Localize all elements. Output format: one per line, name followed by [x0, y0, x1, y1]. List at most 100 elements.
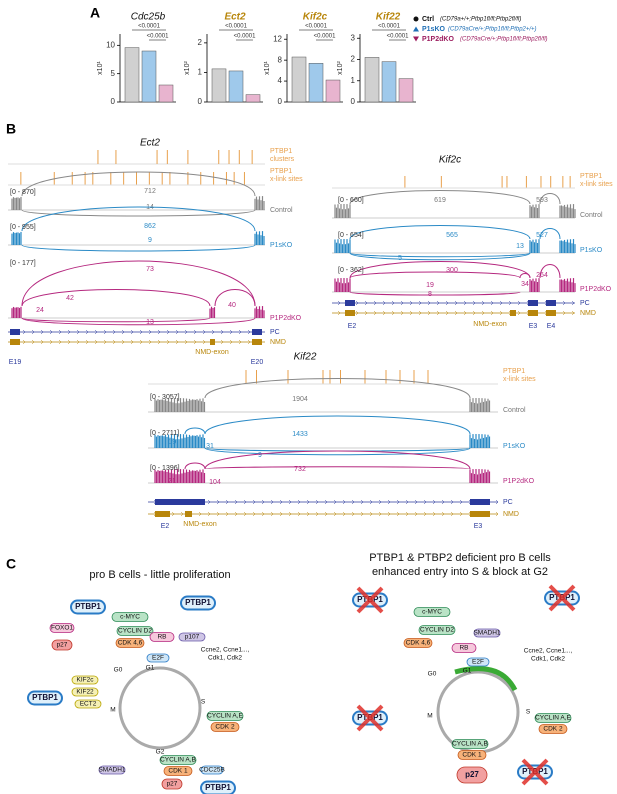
strand	[495, 511, 499, 517]
strand	[288, 499, 292, 505]
strand	[220, 339, 224, 345]
label: Ctrl	[422, 16, 434, 23]
strand	[148, 329, 152, 335]
strand	[184, 329, 188, 335]
label: Kif2c	[439, 155, 461, 166]
exon	[10, 329, 20, 335]
strand	[252, 511, 256, 517]
exon	[510, 310, 516, 316]
strand	[378, 511, 382, 517]
label: SMADH1	[473, 630, 500, 637]
strand	[423, 511, 427, 517]
label: 565	[446, 232, 458, 239]
node	[159, 755, 197, 765]
strand	[387, 511, 391, 517]
strand	[324, 511, 328, 517]
node	[200, 765, 224, 775]
label: 300	[446, 267, 458, 274]
label: [0 - 660]	[338, 197, 364, 204]
label: G0	[428, 671, 437, 678]
strand	[112, 339, 116, 345]
strand	[396, 499, 400, 505]
label: FOXO1	[51, 625, 73, 632]
strand	[391, 300, 395, 306]
exon	[210, 339, 215, 345]
label: PTBP1	[580, 173, 602, 180]
label: Kif2c	[303, 12, 328, 23]
strand	[198, 511, 202, 517]
junction-arc	[214, 289, 256, 307]
strand	[400, 310, 404, 316]
exon	[252, 329, 262, 335]
label: 2	[198, 38, 203, 47]
label: E2	[161, 523, 170, 530]
label: Ect2	[140, 138, 160, 149]
strand	[288, 511, 292, 517]
label: KIF22	[76, 689, 94, 696]
label: x10²	[184, 61, 191, 75]
label: 0	[278, 97, 283, 106]
label: [0 - 870]	[10, 189, 36, 196]
strand	[445, 300, 449, 306]
strand	[121, 339, 125, 345]
label: Kif22	[376, 12, 401, 23]
node	[457, 750, 487, 760]
strand	[499, 300, 503, 306]
strand	[418, 300, 422, 306]
strand	[454, 310, 458, 316]
node	[74, 699, 102, 709]
strand	[355, 300, 359, 306]
label: PC	[580, 300, 590, 307]
node	[51, 639, 73, 651]
label: <0.0001	[305, 24, 328, 30]
strand	[459, 511, 463, 517]
label: 4	[278, 76, 283, 85]
strand	[378, 499, 382, 505]
label: PTBP1	[270, 168, 292, 175]
exon	[345, 300, 355, 306]
label: 24	[36, 307, 44, 314]
cross	[521, 758, 549, 786]
strand	[270, 511, 274, 517]
label: Kif22	[294, 352, 317, 363]
bar	[325, 79, 341, 103]
strand	[40, 339, 44, 345]
strand	[166, 339, 170, 345]
strand	[562, 310, 566, 316]
label: x-link sites	[503, 376, 536, 383]
label: 104	[209, 479, 221, 486]
label: c-MYC	[422, 609, 442, 616]
label: p27	[167, 781, 178, 788]
exon	[470, 511, 490, 517]
label: x10¹	[97, 61, 104, 75]
strand	[31, 329, 35, 335]
label: [0 - 2711]	[150, 430, 179, 437]
label: (CD79a+/+;Ptbp1fl/fl;Ptbp2fl/fl)	[440, 17, 521, 23]
label: S	[201, 699, 206, 706]
strand	[351, 511, 355, 517]
strand	[423, 499, 427, 505]
junction-arc	[349, 261, 531, 279]
strand	[243, 511, 247, 517]
bar	[364, 57, 380, 103]
junction-arc	[539, 193, 561, 205]
strand	[508, 300, 512, 306]
strand	[445, 310, 449, 316]
strand	[297, 499, 301, 505]
strand	[279, 499, 283, 505]
label: Cdk1, Cdk2	[208, 655, 242, 662]
bar	[141, 50, 157, 103]
strand	[22, 339, 26, 345]
junction-arc	[21, 317, 211, 323]
junction-arc	[539, 228, 561, 240]
label: 5	[111, 69, 116, 78]
junction-arc	[204, 447, 471, 456]
strand	[441, 511, 445, 517]
strand	[279, 511, 283, 517]
label: CDK 4,6	[118, 640, 143, 647]
strand	[216, 499, 220, 505]
strand	[67, 339, 71, 345]
label: 5	[398, 255, 402, 262]
strand	[247, 339, 251, 345]
label: S	[526, 709, 531, 716]
